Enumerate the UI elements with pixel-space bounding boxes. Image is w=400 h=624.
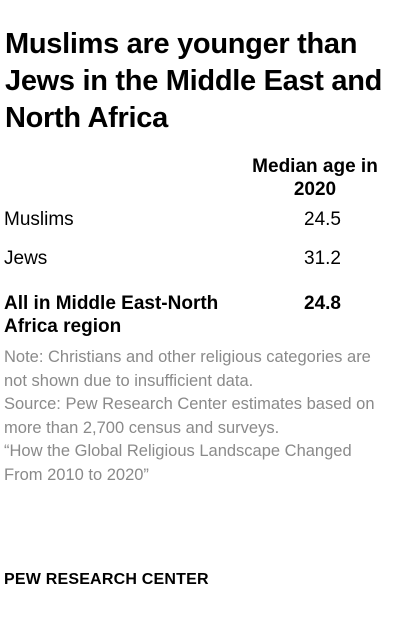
- report-title: “How the Global Religious Landscape Chan…: [4, 442, 352, 484]
- row-label: Jews: [4, 248, 48, 269]
- source-text: Source: Pew Research Center estimates ba…: [4, 395, 375, 437]
- total-label: All in Middle East-North Africa region: [4, 293, 219, 337]
- column-header-median-age: Median age in 2020: [252, 156, 378, 200]
- row-value: 24.5: [304, 209, 341, 230]
- footnotes: Note: Christians and other religious cat…: [4, 346, 389, 487]
- total-value: 24.8: [304, 293, 341, 314]
- pew-logo-text: PEW RESEARCH CENTER: [4, 571, 209, 588]
- note-text: Note: Christians and other religious cat…: [4, 348, 371, 390]
- chart-title: Muslims are younger than Jews in the Mid…: [5, 28, 383, 134]
- row-value: 31.2: [304, 248, 341, 269]
- row-label: Muslims: [4, 209, 74, 230]
